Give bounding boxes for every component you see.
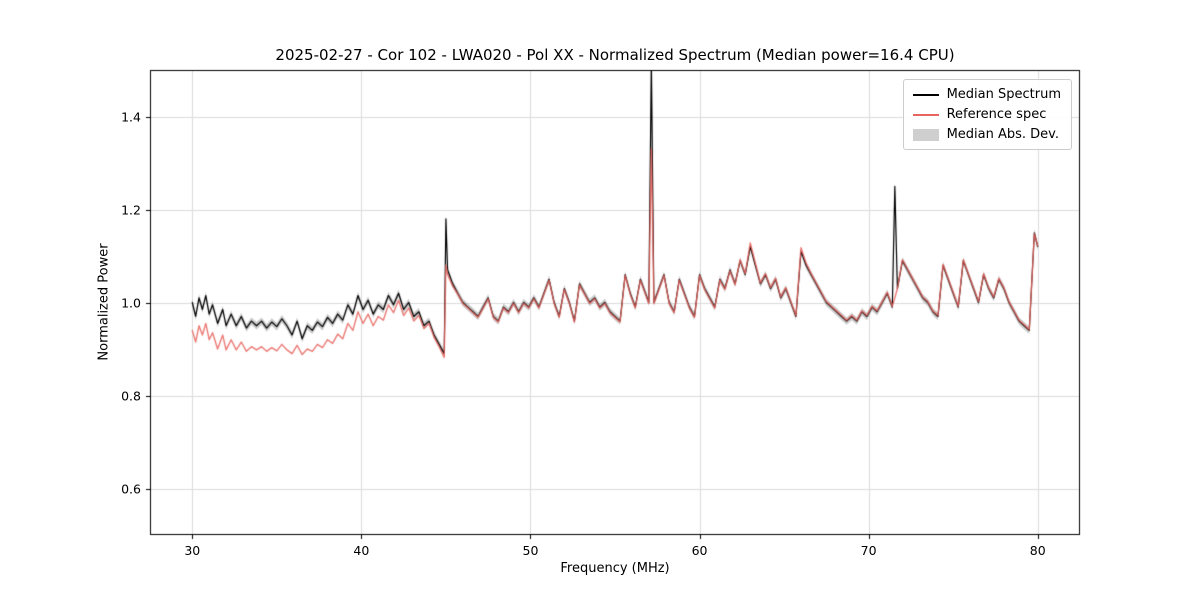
y-tick-label: 0.6 [121,481,141,496]
legend-label-reference-spec: Reference spec [946,107,1047,122]
reference-spec-line-swatch-icon [912,113,939,116]
y-tick-label: 1.0 [121,295,141,310]
legend-item-median-spectrum: Median Spectrum [912,87,1061,102]
legend: Median Spectrum Reference spec Median Ab… [902,79,1072,150]
median-spectrum-line-swatch-icon [912,93,939,96]
x-tick-label: 50 [522,543,539,558]
y-tick-label: 1.2 [121,202,141,217]
y-tick-label: 0.8 [121,388,141,403]
x-tick-label: 40 [353,543,370,558]
legend-label-median-abs-dev: Median Abs. Dev. [946,127,1060,142]
x-tick-label: 30 [184,543,201,558]
x-axis-label: Frequency (MHz) [560,561,670,576]
legend-item-reference-spec: Reference spec [912,107,1061,122]
x-tick-label: 60 [691,543,708,558]
legend-label-median-spectrum: Median Spectrum [946,87,1061,102]
median-abs-dev-band-swatch-icon [912,128,939,141]
legend-item-median-abs-dev: Median Abs. Dev. [912,127,1061,142]
y-axis-label: Normalized Power [96,243,112,361]
x-tick-label: 70 [860,543,877,558]
chart-title: 2025-02-27 - Cor 102 - LWA020 - Pol XX -… [275,46,955,64]
y-tick-label: 1.4 [121,109,141,124]
x-tick-label: 80 [1029,543,1046,558]
